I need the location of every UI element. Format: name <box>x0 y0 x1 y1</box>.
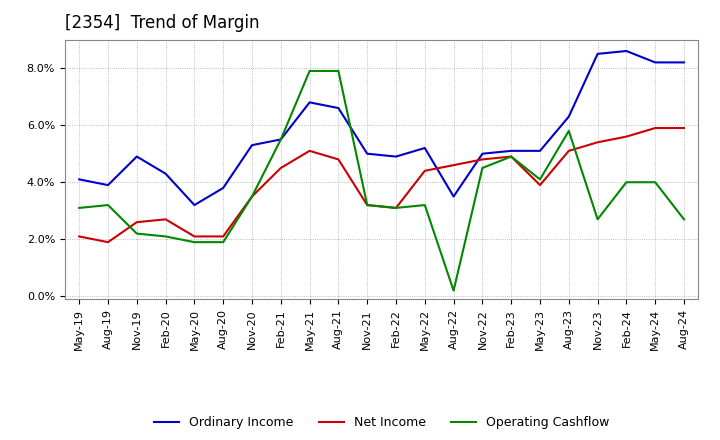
Ordinary Income <box>190 202 199 208</box>
Net Income <box>305 148 314 154</box>
Ordinary Income <box>219 185 228 191</box>
Ordinary Income <box>680 60 688 65</box>
Line: Operating Cashflow: Operating Cashflow <box>79 71 684 291</box>
Operating Cashflow <box>305 68 314 73</box>
Ordinary Income <box>104 183 112 188</box>
Net Income <box>75 234 84 239</box>
Operating Cashflow <box>363 202 372 208</box>
Ordinary Income <box>334 106 343 111</box>
Ordinary Income <box>449 194 458 199</box>
Text: [2354]  Trend of Margin: [2354] Trend of Margin <box>65 15 259 33</box>
Net Income <box>190 234 199 239</box>
Ordinary Income <box>248 143 256 148</box>
Operating Cashflow <box>622 180 631 185</box>
Net Income <box>392 205 400 211</box>
Operating Cashflow <box>276 137 285 142</box>
Legend: Ordinary Income, Net Income, Operating Cashflow: Ordinary Income, Net Income, Operating C… <box>149 411 614 434</box>
Ordinary Income <box>392 154 400 159</box>
Ordinary Income <box>420 145 429 150</box>
Operating Cashflow <box>392 205 400 211</box>
Net Income <box>536 183 544 188</box>
Ordinary Income <box>593 51 602 56</box>
Net Income <box>478 157 487 162</box>
Net Income <box>104 239 112 245</box>
Net Income <box>680 125 688 131</box>
Operating Cashflow <box>219 239 228 245</box>
Net Income <box>651 125 660 131</box>
Ordinary Income <box>507 148 516 154</box>
Operating Cashflow <box>248 194 256 199</box>
Ordinary Income <box>161 171 170 176</box>
Operating Cashflow <box>680 216 688 222</box>
Net Income <box>593 139 602 145</box>
Net Income <box>276 165 285 171</box>
Net Income <box>449 162 458 168</box>
Operating Cashflow <box>132 231 141 236</box>
Operating Cashflow <box>507 154 516 159</box>
Operating Cashflow <box>334 68 343 73</box>
Ordinary Income <box>132 154 141 159</box>
Operating Cashflow <box>161 234 170 239</box>
Ordinary Income <box>478 151 487 156</box>
Operating Cashflow <box>651 180 660 185</box>
Operating Cashflow <box>478 165 487 171</box>
Net Income <box>420 168 429 173</box>
Operating Cashflow <box>104 202 112 208</box>
Ordinary Income <box>305 100 314 105</box>
Operating Cashflow <box>75 205 84 211</box>
Ordinary Income <box>75 177 84 182</box>
Line: Ordinary Income: Ordinary Income <box>79 51 684 205</box>
Net Income <box>622 134 631 139</box>
Net Income <box>132 220 141 225</box>
Operating Cashflow <box>420 202 429 208</box>
Operating Cashflow <box>593 216 602 222</box>
Ordinary Income <box>651 60 660 65</box>
Net Income <box>507 154 516 159</box>
Ordinary Income <box>564 114 573 119</box>
Ordinary Income <box>536 148 544 154</box>
Ordinary Income <box>622 48 631 54</box>
Operating Cashflow <box>536 177 544 182</box>
Line: Net Income: Net Income <box>79 128 684 242</box>
Net Income <box>564 148 573 154</box>
Net Income <box>219 234 228 239</box>
Operating Cashflow <box>449 288 458 293</box>
Operating Cashflow <box>564 128 573 133</box>
Net Income <box>363 202 372 208</box>
Operating Cashflow <box>190 239 199 245</box>
Net Income <box>161 216 170 222</box>
Ordinary Income <box>276 137 285 142</box>
Net Income <box>334 157 343 162</box>
Ordinary Income <box>363 151 372 156</box>
Net Income <box>248 194 256 199</box>
